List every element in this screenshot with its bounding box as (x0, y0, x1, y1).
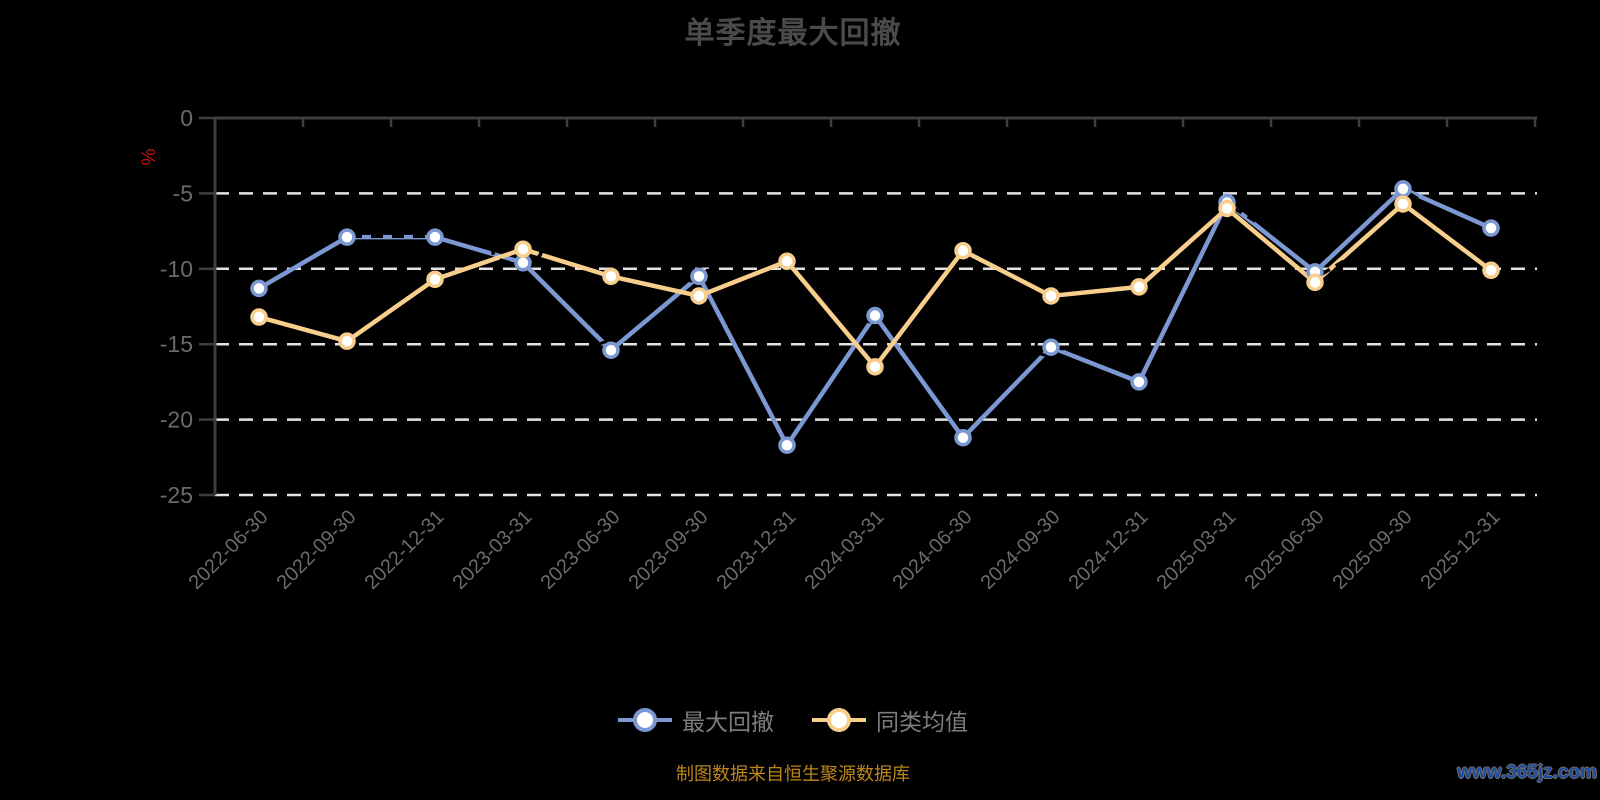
series-line-1 (256, 201, 1494, 370)
y-tick-label: -25 (160, 482, 193, 508)
data-point (1042, 338, 1060, 356)
x-tick-label: 2024-09-30 (977, 506, 1065, 594)
data-point (1042, 287, 1060, 305)
data-point (866, 358, 884, 376)
x-tick-label: 2022-12-31 (361, 506, 449, 594)
data-point (1482, 219, 1500, 237)
x-tick-label: 2023-09-30 (625, 506, 713, 594)
y-tick-label: -20 (160, 407, 193, 433)
y-tick-label: -10 (160, 256, 193, 282)
x-tick-label: 2024-03-31 (801, 506, 889, 594)
x-tick-label: 2024-06-30 (889, 506, 977, 594)
y-tick-label: 0 (180, 105, 193, 131)
data-point (778, 436, 796, 454)
data-point (338, 228, 356, 246)
axes (199, 116, 1537, 497)
legend-line-icon (850, 718, 866, 722)
x-tick-label: 2022-09-30 (273, 506, 361, 594)
ghost-artifacts (350, 192, 1437, 362)
y-tick-label: -5 (173, 180, 193, 206)
x-tick-label: 2024-12-31 (1065, 506, 1153, 594)
data-point (1130, 373, 1148, 391)
data-point (250, 279, 268, 298)
data-point (338, 332, 356, 350)
data-point (954, 428, 972, 447)
legend-label: 最大回撤 (682, 709, 774, 735)
data-point (1218, 199, 1236, 218)
series-markers (250, 180, 1500, 454)
legend-circle-marker-icon (633, 708, 657, 732)
data-point (602, 267, 620, 286)
legend-circle-marker-icon (827, 708, 851, 732)
x-tick-label: 2022-06-30 (185, 506, 273, 594)
legend-label: 同类均值 (876, 709, 968, 735)
gridlines (215, 192, 1537, 497)
chart-title: 单季度最大回撤 (684, 17, 902, 50)
data-point (426, 270, 444, 289)
legend-item-max-drawdown[interactable]: 最大回撤 (618, 703, 774, 737)
x-tick-label: 2023-12-31 (713, 506, 801, 594)
data-point (1306, 273, 1324, 292)
data-point (866, 306, 884, 325)
data-point (426, 228, 444, 246)
x-tick-label: 2025-03-31 (1153, 506, 1241, 594)
data-source-caption: 制图数据来自恒生聚源数据库 (676, 764, 910, 784)
legend-line-icon (812, 718, 828, 722)
data-point (602, 341, 620, 359)
data-point (1394, 180, 1412, 198)
legend-line-icon (656, 718, 672, 722)
y-axis-labels: 0 -5 -10 -15 -20 -25 (160, 105, 193, 508)
data-point (690, 267, 708, 286)
x-tick-label: 2025-06-30 (1241, 506, 1329, 594)
data-point (778, 252, 796, 271)
data-point (954, 241, 972, 260)
data-point (250, 308, 268, 326)
data-point (1130, 278, 1148, 296)
x-tick-label: 2025-09-30 (1329, 506, 1417, 594)
legend-item-peer-average[interactable]: 同类均值 (812, 703, 968, 737)
x-axis-labels: 2022-06-30 2022-09-30 2022-12-31 2023-03-31… (185, 506, 1505, 594)
legend: 最大回撤 同类均值 (0, 703, 1586, 737)
y-tick-label: -15 (160, 331, 193, 357)
legend-line-icon (618, 718, 634, 722)
data-point (690, 287, 708, 305)
data-point (1482, 261, 1500, 280)
x-tick-label: 2025-12-31 (1417, 506, 1505, 594)
x-tick-label: 2023-06-30 (537, 506, 625, 594)
x-tick-label: 2023-03-31 (449, 506, 537, 594)
data-point (1394, 195, 1412, 213)
watermark-link[interactable]: www.365jz.com (1457, 762, 1597, 783)
data-point (514, 240, 532, 258)
